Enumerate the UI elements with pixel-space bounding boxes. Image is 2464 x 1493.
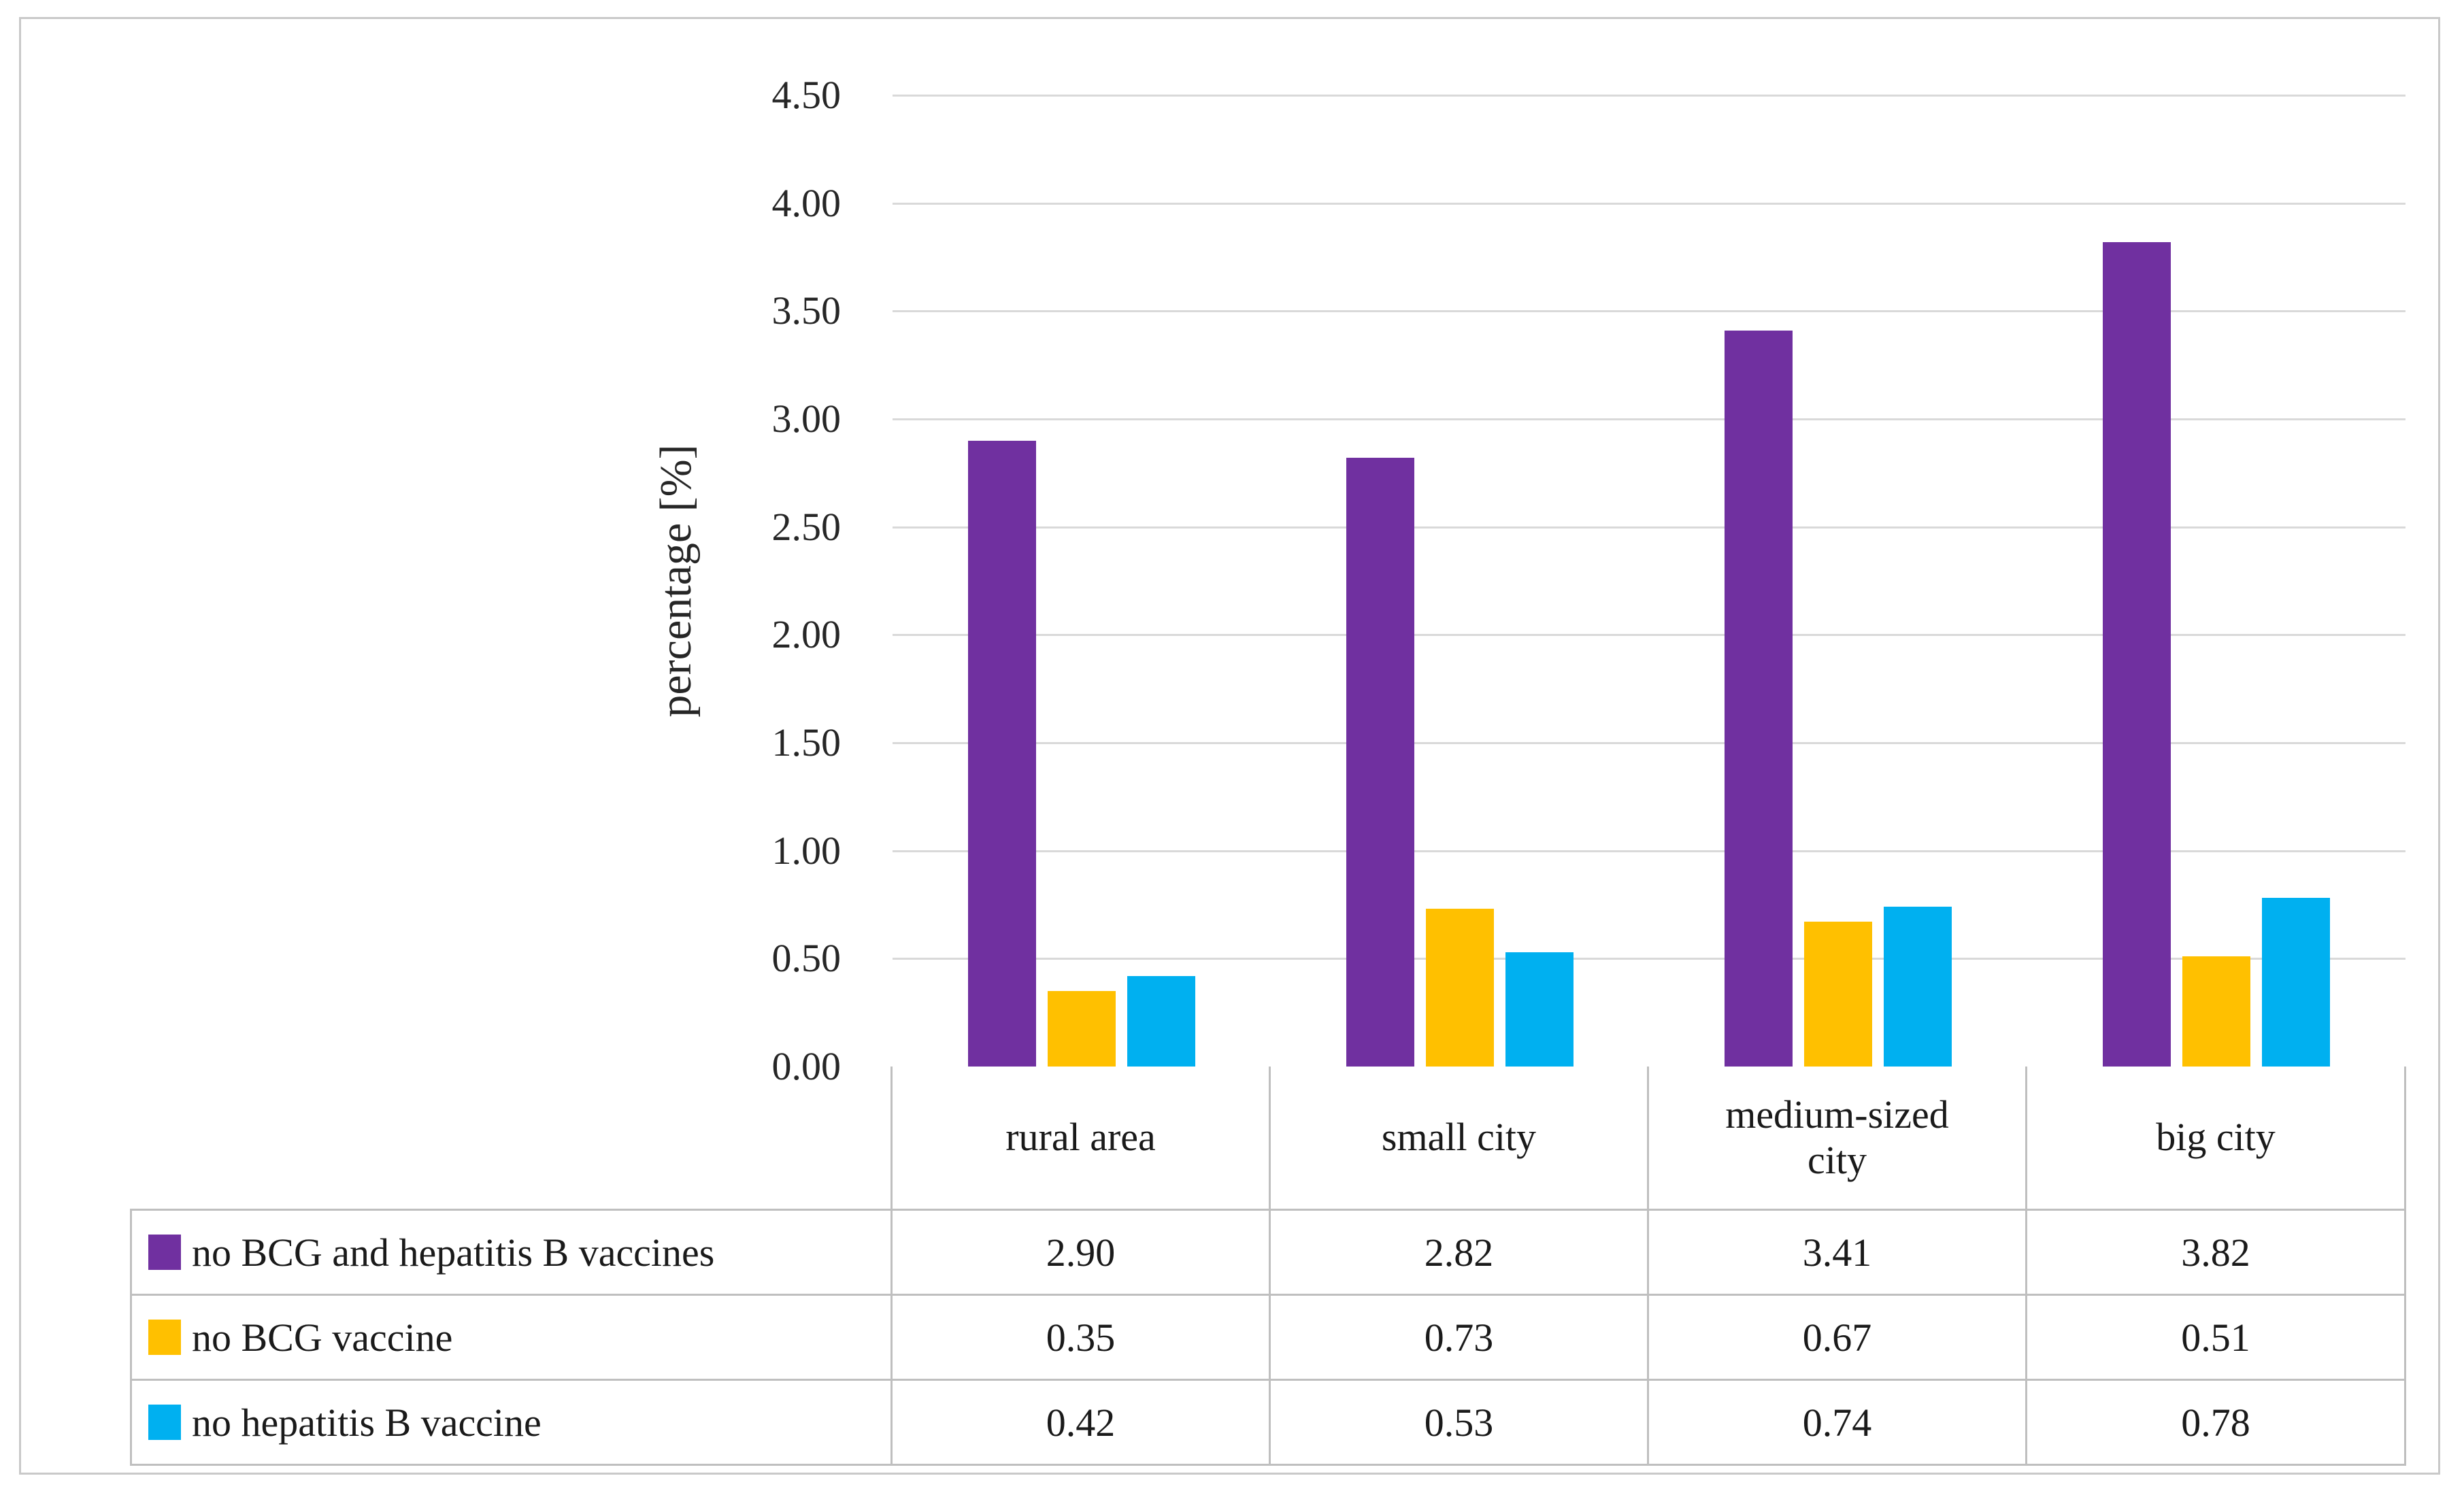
legend-swatch-series0	[148, 1235, 181, 1270]
category-header-label: medium-sized city	[1725, 1092, 1949, 1182]
value-cell: 3.82	[2027, 1211, 2406, 1296]
value-cell: 0.42	[893, 1381, 1271, 1466]
bar-series1-medium-sized-city	[1804, 922, 1872, 1067]
value-cell: 0.78	[2027, 1381, 2406, 1466]
gridline	[893, 958, 2405, 960]
gridline	[893, 850, 2405, 852]
y-tick-label: 3.00	[771, 397, 842, 441]
bar-series0-small-city	[1346, 458, 1414, 1067]
bar-group-small-city	[1271, 95, 1649, 1067]
value-cell: 0.73	[1271, 1296, 1649, 1381]
series-label: no BCG vaccine	[192, 1315, 453, 1360]
bar-series2-rural-area	[1127, 975, 1195, 1067]
category-header: medium-sized city	[1649, 1067, 2027, 1211]
y-tick-label: 1.50	[771, 720, 842, 765]
gridline	[893, 202, 2405, 205]
bar-series2-medium-sized-city	[1884, 907, 1952, 1067]
category-header: big city	[2027, 1067, 2406, 1211]
bar-groups	[893, 95, 2405, 1067]
gridline	[893, 634, 2405, 637]
bar-series2-big-city	[2262, 898, 2330, 1067]
y-tick-label: 3.50	[771, 288, 842, 333]
gridline	[893, 95, 2405, 97]
category-header-label: big city	[2156, 1115, 2276, 1160]
bar-series1-big-city	[2182, 956, 2250, 1067]
bar-series0-medium-sized-city	[1725, 330, 1793, 1067]
data-table-legend: rural area small city medium-sized city big…	[130, 1067, 2406, 1466]
series-label: no hepatitis B vaccine	[192, 1400, 542, 1445]
legend-cell: no hepatitis B vaccine	[130, 1381, 893, 1466]
y-tick-label: 2.50	[771, 504, 842, 549]
legend-swatch-series1	[148, 1320, 181, 1355]
y-tick-label: 4.50	[771, 73, 842, 117]
category-header-label: rural area	[1005, 1115, 1156, 1160]
bar-series1-rural-area	[1048, 990, 1116, 1067]
value-cell: 0.74	[1649, 1381, 2027, 1466]
value-cell: 0.35	[893, 1296, 1271, 1381]
value-cell: 0.53	[1271, 1381, 1649, 1466]
bar-group-rural-area	[893, 95, 1271, 1067]
plot-area	[893, 95, 2405, 1069]
legend-cell: no BCG and hepatitis B vaccines	[130, 1211, 893, 1296]
category-header: rural area	[893, 1067, 1271, 1211]
value-cell: 2.82	[1271, 1211, 1649, 1296]
bar-series1-small-city	[1426, 909, 1494, 1067]
y-tick-label: 2.00	[771, 612, 842, 657]
legend-swatch-series2	[148, 1405, 181, 1440]
y-tick-label: 4.00	[771, 180, 842, 225]
legend-cell: no BCG vaccine	[130, 1296, 893, 1381]
gridline	[893, 526, 2405, 529]
gridline	[893, 418, 2405, 420]
gridline	[893, 310, 2405, 313]
bar-series0-big-city	[2103, 241, 2171, 1067]
y-tick-label: 0.50	[771, 936, 842, 981]
figure-frame: percentage [%] 0.00 0.50 1.00 1.50 2.00 2.50 3…	[19, 17, 2440, 1475]
y-tick-label: 0.00	[771, 1044, 842, 1088]
table-corner	[130, 1067, 893, 1211]
value-cell: 0.51	[2027, 1296, 2406, 1381]
value-cell: 0.67	[1649, 1296, 2027, 1381]
series-label: no BCG and hepatitis B vaccines	[192, 1230, 715, 1275]
bar-series0-rural-area	[968, 440, 1036, 1067]
bar-series2-small-city	[1505, 952, 1574, 1067]
category-header: small city	[1271, 1067, 1649, 1211]
y-axis-tick-labels: 0.00 0.50 1.00 1.50 2.00 2.50 3.00 3.50 4.00 4.50	[637, 73, 842, 1088]
bar-group-medium-sized-city	[1649, 95, 2027, 1067]
bar-group-big-city	[2027, 95, 2405, 1067]
value-cell: 2.90	[893, 1211, 1271, 1296]
gridline	[893, 742, 2405, 744]
y-tick-label: 1.00	[771, 828, 842, 873]
value-cell: 3.41	[1649, 1211, 2027, 1296]
category-header-label: small city	[1381, 1115, 1537, 1160]
